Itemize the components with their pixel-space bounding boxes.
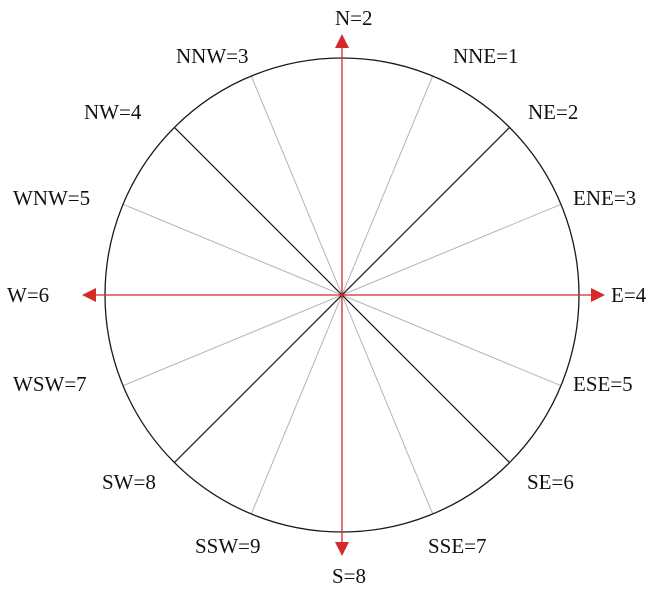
label-wsw: WSW=7	[13, 372, 87, 396]
label-wnw: WNW=5	[13, 186, 90, 210]
label-ne: NE=2	[528, 100, 578, 124]
label-ese: ESE=5	[573, 372, 633, 396]
label-e: E=4	[611, 283, 647, 307]
label-sse: SSE=7	[428, 534, 487, 558]
north-arrowhead	[335, 34, 349, 48]
label-n: N=2	[335, 6, 373, 30]
cardinal-axes	[82, 34, 605, 556]
label-se: SE=6	[527, 470, 574, 494]
label-nne: NNE=1	[453, 44, 519, 68]
west-arrowhead	[82, 288, 96, 302]
direction-labels: N=2 NNE=1 NE=2 ENE=3 E=4 ESE=5 SE=6 SSE=…	[7, 6, 647, 588]
south-arrowhead	[335, 542, 349, 556]
east-arrowhead	[591, 288, 605, 302]
label-sw: SW=8	[102, 470, 156, 494]
label-nw: NW=4	[84, 100, 142, 124]
label-w: W=6	[7, 283, 49, 307]
label-nnw: NNW=3	[176, 44, 249, 68]
label-ene: ENE=3	[573, 186, 636, 210]
label-s: S=8	[332, 564, 366, 588]
label-ssw: SSW=9	[195, 534, 261, 558]
